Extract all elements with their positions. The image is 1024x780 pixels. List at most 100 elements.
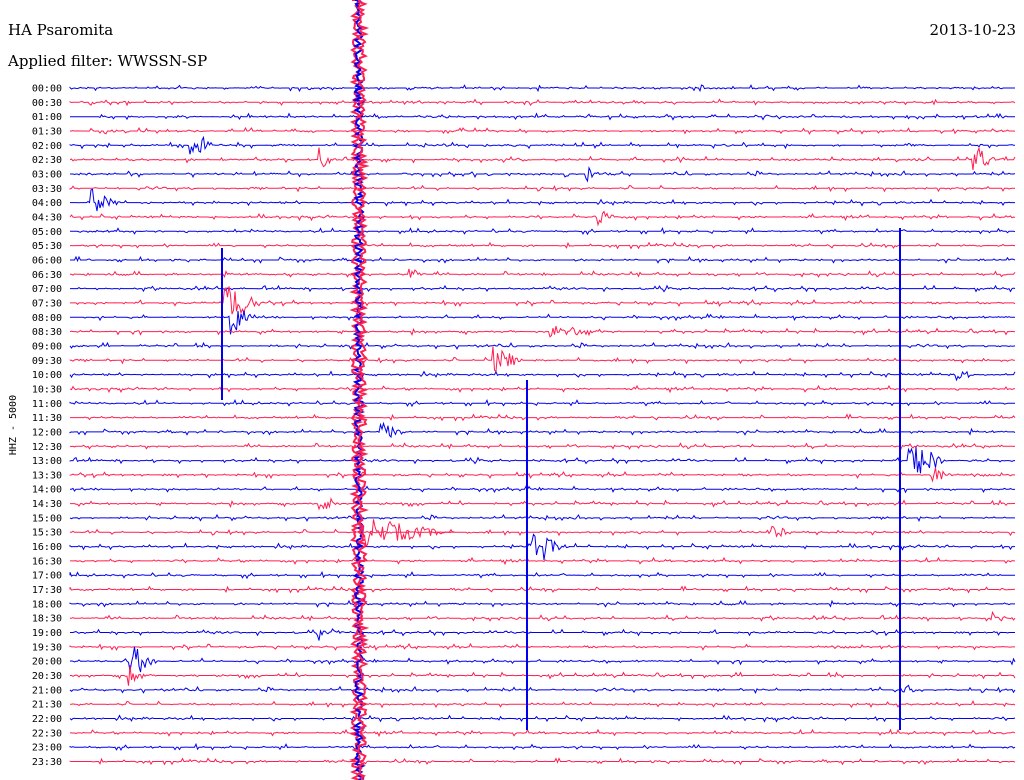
trace-line (70, 525, 1016, 538)
row-label: 02:30 (32, 155, 62, 166)
row-label: 22:30 (32, 728, 62, 739)
row-label: 22:00 (32, 714, 62, 725)
trace-line (69, 341, 1016, 350)
row-label: 08:00 (32, 313, 62, 324)
row-label: 16:30 (32, 556, 62, 567)
trace-line (69, 135, 1015, 155)
row-label: 02:00 (32, 141, 62, 152)
trace-line (70, 556, 1015, 566)
row-label: 12:00 (32, 427, 62, 438)
row-label: 14:00 (32, 485, 62, 496)
trace-line (70, 241, 1015, 250)
trace-line (69, 757, 1016, 766)
row-label: 00:30 (32, 98, 62, 109)
trace-line (69, 84, 1015, 93)
trace-line (70, 284, 1016, 293)
row-label: 11:30 (32, 413, 62, 424)
trace-line (70, 268, 1016, 279)
trace-line (69, 370, 1016, 382)
station-name: HA Psaromita (8, 21, 114, 39)
row-label: 12:30 (32, 442, 62, 453)
row-label: 10:00 (32, 370, 62, 381)
trace-line (69, 98, 1016, 107)
row-label: 03:00 (32, 169, 62, 180)
row-label: 08:30 (32, 327, 62, 338)
row-label: 16:00 (32, 542, 62, 553)
row-label: 06:30 (32, 270, 62, 281)
row-label: 17:30 (32, 585, 62, 596)
row-label: 04:30 (32, 212, 62, 223)
trace-line (69, 398, 1015, 408)
trace-line (70, 610, 1016, 622)
trace-line (70, 126, 1016, 135)
row-label: 01:00 (32, 112, 62, 123)
row-label: 10:30 (32, 384, 62, 395)
trace-line (69, 446, 1015, 474)
row-label: 19:00 (32, 628, 62, 639)
trace-line (70, 112, 1015, 121)
row-label: 01:30 (32, 126, 62, 137)
trace-line (69, 599, 1015, 608)
trace-line (69, 714, 1016, 723)
trace-line (70, 728, 1016, 738)
trace-line (70, 413, 1016, 422)
trace-line (70, 310, 1016, 335)
trace-line (69, 684, 1016, 695)
row-label: 03:30 (32, 184, 62, 195)
trace-line (69, 442, 1016, 450)
row-label: 17:00 (32, 571, 62, 582)
trace-line (69, 570, 1015, 580)
trace-line (70, 255, 1016, 264)
quake-coda (359, 519, 455, 547)
filter-label: Applied filter: WWSSN-SP (8, 52, 208, 70)
row-label: 23:00 (32, 743, 62, 754)
trace-line (70, 286, 1016, 315)
trace-line (69, 421, 1016, 439)
row-label: 07:30 (32, 298, 62, 309)
row-label: 18:30 (32, 614, 62, 625)
row-label: 15:00 (32, 513, 62, 524)
trace-line (69, 346, 1015, 373)
row-label: 13:30 (32, 470, 62, 481)
trace-line (69, 646, 1016, 673)
row-label: 13:00 (32, 456, 62, 467)
trace-line (69, 742, 1016, 752)
row-label: 14:30 (32, 499, 62, 510)
row-label: 18:00 (32, 599, 62, 610)
trace-line (70, 188, 1015, 212)
trace-line (69, 533, 1015, 560)
row-label: 07:00 (32, 284, 62, 295)
trace-line (69, 184, 1015, 193)
row-label: 15:30 (32, 528, 62, 539)
trace-line (70, 226, 1016, 236)
trace-line (69, 325, 1015, 338)
record-date: 2013-10-23 (929, 21, 1016, 39)
row-label: 20:00 (32, 657, 62, 668)
row-label: 09:00 (32, 341, 62, 352)
row-label: 21:30 (32, 700, 62, 711)
trace-line (69, 513, 1015, 523)
row-label: 05:30 (32, 241, 62, 252)
trace-line (70, 628, 1015, 641)
trace-line (70, 665, 1016, 686)
trace-line (69, 146, 1016, 171)
row-label: 20:30 (32, 671, 62, 682)
row-label: 04:00 (32, 198, 62, 209)
trace-line (69, 384, 1016, 394)
quake-trace (354, 0, 370, 780)
trace-line (69, 467, 1015, 483)
row-label: 11:00 (32, 399, 62, 410)
trace-line (69, 642, 1015, 651)
row-label: 23:30 (32, 757, 62, 768)
trace-line (70, 497, 1016, 511)
trace-line (69, 585, 1016, 594)
trace-line (70, 165, 1016, 183)
row-label: 00:00 (32, 84, 62, 95)
row-label: 06:00 (32, 255, 62, 266)
trace-line (70, 485, 1016, 494)
trace-line (70, 700, 1016, 709)
row-label: 05:00 (32, 227, 62, 238)
trace-line (69, 210, 1016, 227)
y-axis-label: HHZ - 5000 (8, 395, 19, 455)
